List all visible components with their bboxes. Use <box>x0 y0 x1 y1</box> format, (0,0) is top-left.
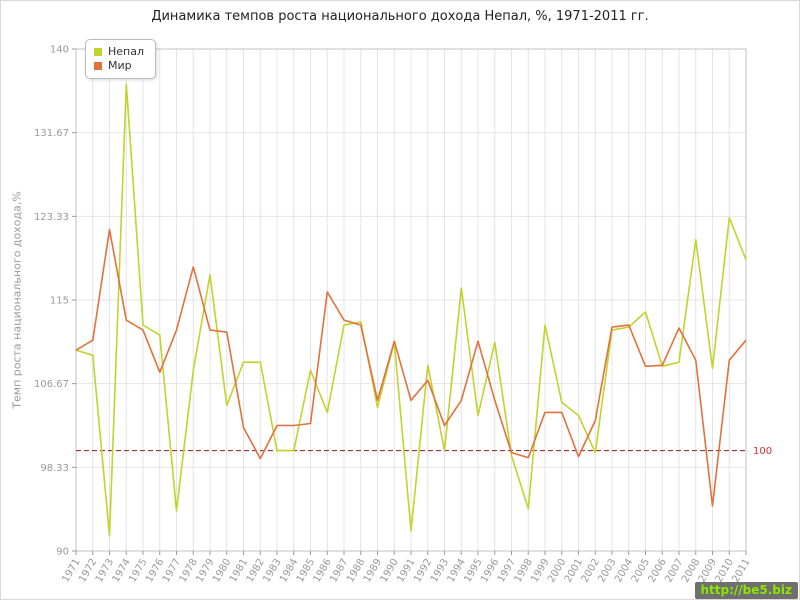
nepal-series-swatch-icon <box>94 48 102 56</box>
y-tick-label: 98.33 <box>40 463 69 474</box>
reference-line-label: 100 <box>753 446 772 457</box>
watermark-link[interactable]: http://be5.biz <box>694 582 798 599</box>
legend-item-nepal: Непал <box>94 45 144 59</box>
series-line-world <box>75 228 747 507</box>
chart-title: Динамика темпов роста национального дохо… <box>151 9 649 24</box>
legend: Непал Мир <box>85 39 157 79</box>
y-axis-title: Темп роста национального дохода,% <box>10 191 24 409</box>
world-series-swatch-icon <box>94 62 102 70</box>
legend-item-world: Мир <box>94 59 144 73</box>
legend-label-world: Мир <box>108 59 132 72</box>
legend-label-nepal: Непал <box>108 45 145 58</box>
series-line-nepal <box>75 83 747 537</box>
y-tick-label: 115 <box>50 296 69 307</box>
y-tick-label: 131.67 <box>34 128 69 139</box>
y-tick-label: 106.67 <box>34 379 69 390</box>
y-tick-label: 123.33 <box>34 212 69 223</box>
y-tick-label: 90 <box>56 547 69 558</box>
x-tick-label: 2011 <box>730 557 752 585</box>
y-tick-label: 140 <box>50 45 69 56</box>
